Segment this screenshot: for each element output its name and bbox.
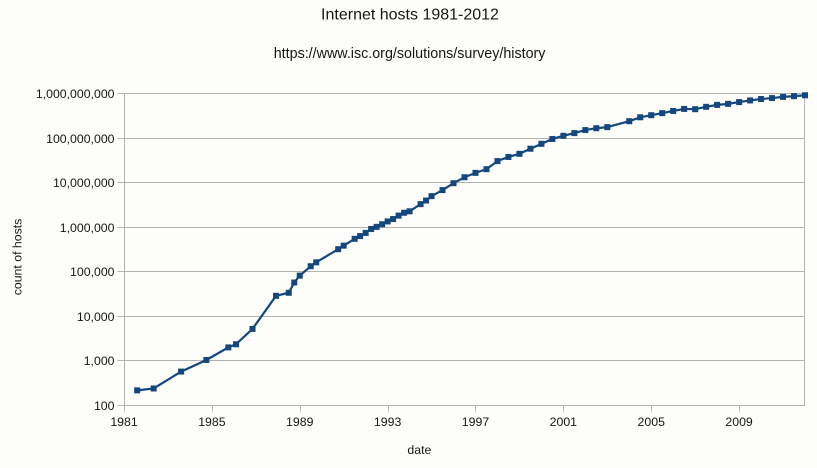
svg-text:100,000,000: 100,000,000: [46, 132, 115, 146]
svg-text:100: 100: [94, 399, 115, 413]
svg-text:1993: 1993: [374, 415, 402, 429]
svg-text:Internet hosts 1981-2012: Internet hosts 1981-2012: [321, 7, 499, 24]
svg-text:1981: 1981: [110, 415, 138, 429]
svg-text:2009: 2009: [725, 415, 753, 429]
svg-text:1,000,000,000: 1,000,000,000: [36, 87, 115, 101]
svg-text:2005: 2005: [638, 415, 666, 429]
svg-text:1,000,000: 1,000,000: [60, 221, 115, 235]
svg-text:count of hosts: count of hosts: [11, 219, 25, 296]
svg-text:10,000: 10,000: [77, 310, 115, 324]
svg-text:1997: 1997: [462, 415, 490, 429]
svg-text:https://www.isc.org/solutions/: https://www.isc.org/solutions/survey/his…: [274, 46, 547, 62]
svg-text:10,000,000: 10,000,000: [53, 176, 115, 190]
svg-text:100,000: 100,000: [70, 265, 115, 279]
svg-text:1989: 1989: [286, 415, 314, 429]
svg-text:1,000: 1,000: [84, 354, 115, 368]
svg-text:1985: 1985: [198, 415, 226, 429]
svg-text:date: date: [407, 443, 431, 457]
svg-text:2001: 2001: [550, 415, 578, 429]
